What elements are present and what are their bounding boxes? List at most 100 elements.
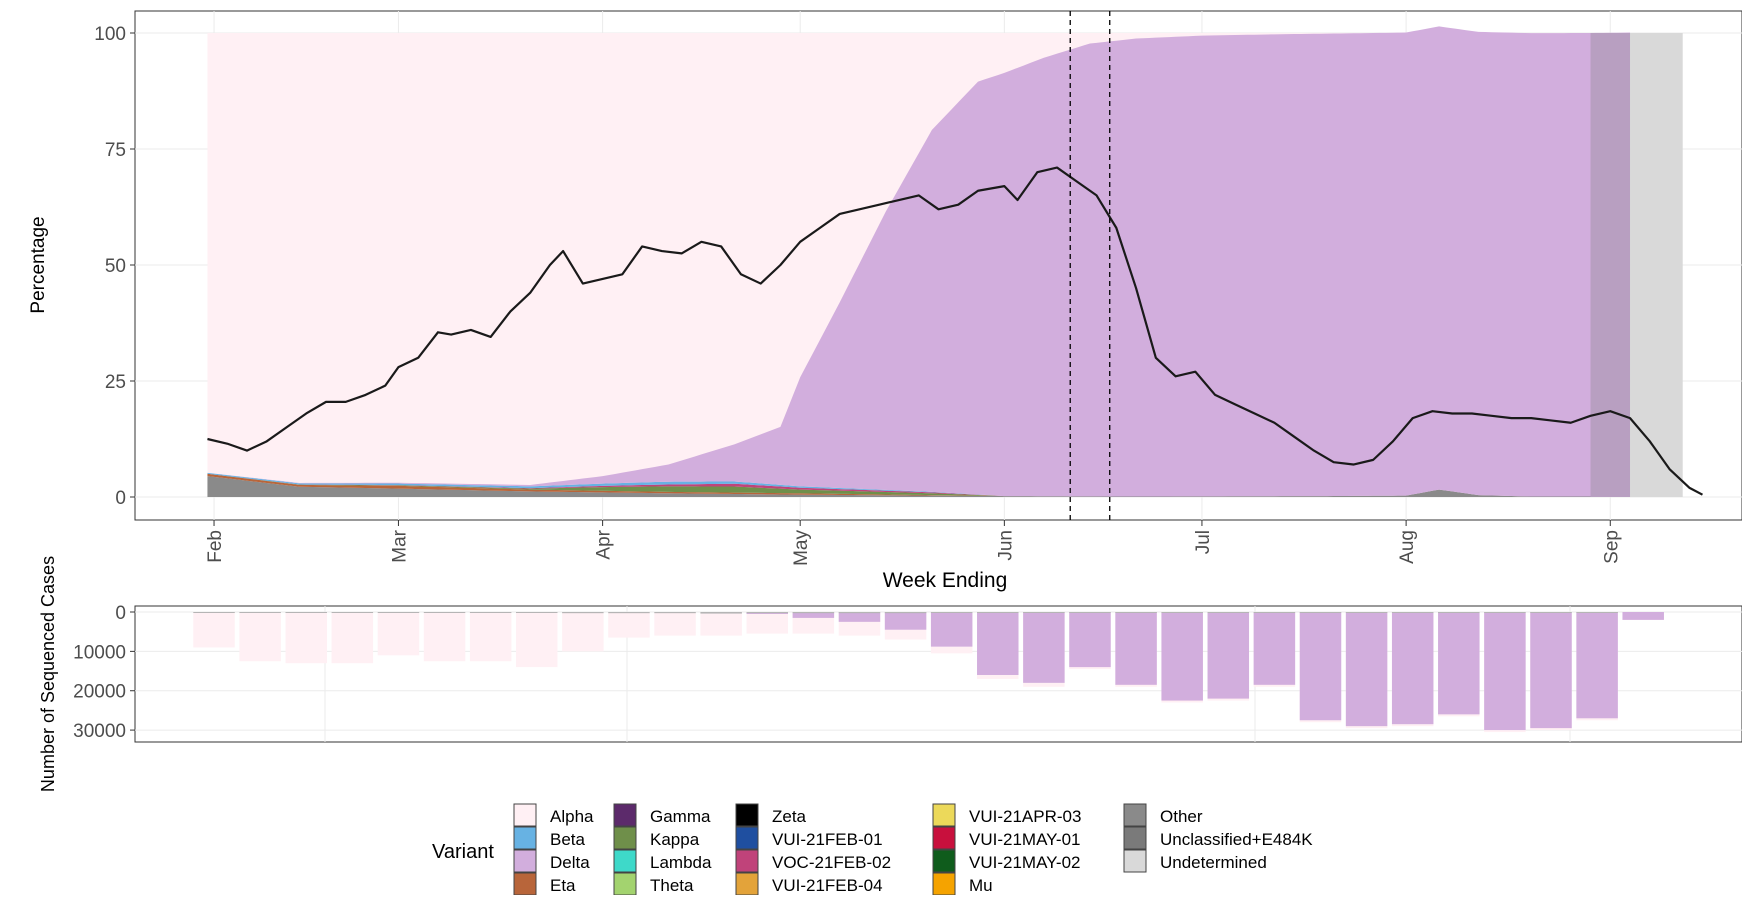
legend-label: Delta bbox=[550, 853, 590, 872]
trend-line bbox=[207, 166, 1703, 496]
legend-label: Other bbox=[1160, 807, 1203, 826]
legend-label: Alpha bbox=[550, 807, 594, 826]
bar-other bbox=[746, 612, 789, 614]
bar-delta bbox=[1391, 612, 1434, 725]
bar-total bbox=[423, 612, 466, 662]
bar-delta bbox=[1484, 612, 1526, 731]
bar-other bbox=[423, 612, 466, 613]
top-x-tick-label: Sep bbox=[1601, 530, 1622, 564]
bar-other bbox=[1069, 612, 1111, 613]
bar-delta bbox=[977, 612, 1019, 675]
bar-total bbox=[516, 612, 558, 668]
bottom-bars bbox=[193, 612, 1664, 733]
bar-other bbox=[1576, 612, 1618, 613]
top-y-tick-label: 0 bbox=[115, 488, 126, 509]
legend-item: Kappa bbox=[613, 826, 700, 850]
top-x-tick-label: Aug bbox=[1397, 530, 1418, 564]
top-x-axis-label: Week Ending bbox=[883, 569, 1008, 592]
bottom-y-tick-label: 0 bbox=[115, 603, 126, 624]
legend-item: Other bbox=[1123, 803, 1203, 827]
legend-item: VUI-21FEB-04 bbox=[735, 872, 883, 896]
legend-label: Zeta bbox=[772, 807, 807, 826]
bottom-y-tick-label: 10000 bbox=[73, 642, 126, 663]
top-y-tick-label: 25 bbox=[105, 372, 126, 393]
bar-other bbox=[1438, 612, 1480, 613]
legend-swatch bbox=[735, 872, 759, 896]
reference-lines bbox=[1069, 11, 1111, 520]
top-y-axis: 0 25 50 75 100 bbox=[94, 24, 135, 509]
bar-total bbox=[608, 612, 650, 638]
legend-swatch bbox=[735, 849, 759, 873]
bar-other bbox=[654, 612, 696, 614]
bar-delta bbox=[884, 612, 927, 630]
bar-delta bbox=[1023, 612, 1065, 683]
legend: Variant Alpha Beta Delta Eta Gamma Kappa Lambd… bbox=[432, 803, 1313, 896]
legend-swatch bbox=[513, 849, 537, 873]
top-x-tick-label: May bbox=[791, 530, 812, 566]
bar-other bbox=[469, 612, 512, 613]
top-x-tick-label: Apr bbox=[594, 529, 615, 559]
bar-delta bbox=[838, 612, 881, 622]
legend-label: Undetermined bbox=[1160, 853, 1267, 872]
area-delta bbox=[207, 26, 1631, 497]
bar-other bbox=[930, 612, 973, 613]
bar-total bbox=[285, 612, 327, 664]
legend-item: Theta bbox=[613, 872, 694, 896]
area-voc-21feb-02 bbox=[207, 473, 1631, 497]
top-line-layer bbox=[207, 166, 1703, 496]
legend-item: VUI-21MAY-01 bbox=[932, 826, 1081, 850]
bar-total bbox=[239, 612, 281, 662]
bar-delta bbox=[1253, 612, 1296, 685]
top-x-tick-label: Feb bbox=[205, 530, 226, 563]
bar-other bbox=[1391, 612, 1434, 613]
top-areas bbox=[207, 26, 1683, 497]
bar-other bbox=[331, 612, 374, 613]
bar-other bbox=[516, 612, 558, 613]
bar-other bbox=[377, 612, 420, 613]
legend-item: Lambda bbox=[613, 849, 712, 873]
bar-total bbox=[746, 612, 789, 634]
top-x-tick-label: Jul bbox=[1193, 530, 1214, 554]
legend-item: Gamma bbox=[613, 803, 711, 827]
bottom-y-tick-label: 30000 bbox=[73, 721, 126, 742]
bar-other bbox=[1299, 612, 1342, 613]
bar-other bbox=[608, 612, 650, 614]
bar-delta bbox=[1530, 612, 1572, 729]
bar-other bbox=[193, 612, 235, 613]
bar-delta bbox=[1115, 612, 1157, 685]
legend-label: VUI-21APR-03 bbox=[969, 807, 1081, 826]
top-x-tick-label: Mar bbox=[389, 529, 410, 562]
legend-swatch bbox=[1123, 803, 1147, 827]
bar-other bbox=[1530, 612, 1572, 613]
top-y-tick-label: 100 bbox=[94, 24, 126, 45]
legend-swatch bbox=[932, 872, 956, 896]
top-y-tick-label: 75 bbox=[105, 140, 126, 161]
area-other bbox=[207, 476, 1631, 497]
bar-delta bbox=[1299, 612, 1342, 721]
legend-item: Eta bbox=[513, 872, 576, 896]
legend-label: Eta bbox=[550, 876, 576, 895]
top-y-axis-label: Percentage bbox=[28, 216, 49, 313]
bar-delta bbox=[1345, 612, 1388, 727]
bar-other bbox=[1161, 612, 1203, 613]
legend-item: VOC-21FEB-02 bbox=[735, 849, 891, 873]
bar-total bbox=[654, 612, 696, 636]
bar-other bbox=[1023, 612, 1065, 613]
legend-label: VUI-21FEB-01 bbox=[772, 830, 883, 849]
legend-swatch bbox=[613, 826, 637, 850]
area-undetermined bbox=[1630, 33, 1683, 497]
legend-label: VUI-21MAY-01 bbox=[969, 830, 1081, 849]
bar-total bbox=[377, 612, 420, 656]
bar-delta bbox=[1622, 612, 1664, 620]
bar-other bbox=[562, 612, 604, 614]
bar-delta bbox=[1207, 612, 1250, 699]
legend-item: Alpha bbox=[513, 803, 594, 827]
legend-label: Beta bbox=[550, 830, 586, 849]
bar-delta bbox=[930, 612, 973, 647]
bottom-y-axis-label: Number of Sequenced Cases bbox=[38, 556, 58, 792]
legend-item: Beta bbox=[513, 826, 586, 850]
bar-other bbox=[792, 612, 835, 614]
bar-total bbox=[331, 612, 374, 664]
legend-swatch bbox=[613, 849, 637, 873]
